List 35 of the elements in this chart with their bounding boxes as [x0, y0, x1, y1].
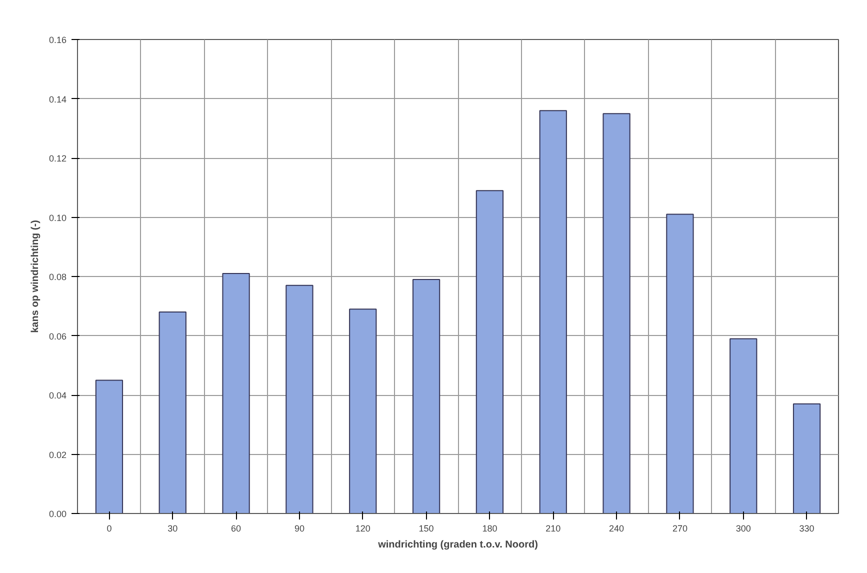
- bar: [222, 273, 250, 514]
- x-axis-title: windrichting (graden t.o.v. Noord): [377, 540, 538, 550]
- y-tick-label: 0.04: [48, 390, 67, 400]
- bar: [666, 214, 694, 514]
- y-tick-label: 0.06: [48, 331, 67, 342]
- bar: [158, 312, 186, 514]
- x-tick-label: 120: [355, 524, 370, 534]
- y-axis-title: kans op windrichting (-): [30, 220, 41, 333]
- y-tick-label: 0.08: [48, 272, 67, 282]
- bar: [792, 403, 821, 514]
- x-tick-label: 0: [106, 524, 112, 534]
- bar: [95, 380, 124, 514]
- bar: [602, 113, 630, 514]
- y-tick-label: 0.02: [48, 450, 67, 460]
- x-tick-label: 210: [546, 524, 561, 534]
- x-tick-label: 180: [482, 524, 498, 534]
- y-tick-label: 0.12: [48, 154, 67, 164]
- x-tick-label: 240: [609, 524, 624, 534]
- x-tick-label: 30: [168, 524, 178, 534]
- x-tick-label: 300: [736, 524, 751, 534]
- x-tick-label: 90: [294, 524, 304, 534]
- y-tick-label: 0.16: [48, 35, 67, 45]
- y-tick-label: 0.10: [48, 212, 67, 223]
- y-tick-label: 0.00: [48, 509, 67, 519]
- x-tick-label: 270: [672, 524, 688, 534]
- x-tick-label: 150: [418, 524, 434, 534]
- bar: [539, 110, 567, 514]
- bar: [286, 284, 314, 514]
- y-tick-label: 0.14: [48, 94, 67, 104]
- x-tick-label: 330: [799, 524, 814, 534]
- bar: [476, 190, 504, 514]
- bar: [412, 278, 440, 514]
- bar: [349, 308, 377, 514]
- bar: [730, 338, 758, 514]
- x-tick-label: 60: [231, 524, 242, 534]
